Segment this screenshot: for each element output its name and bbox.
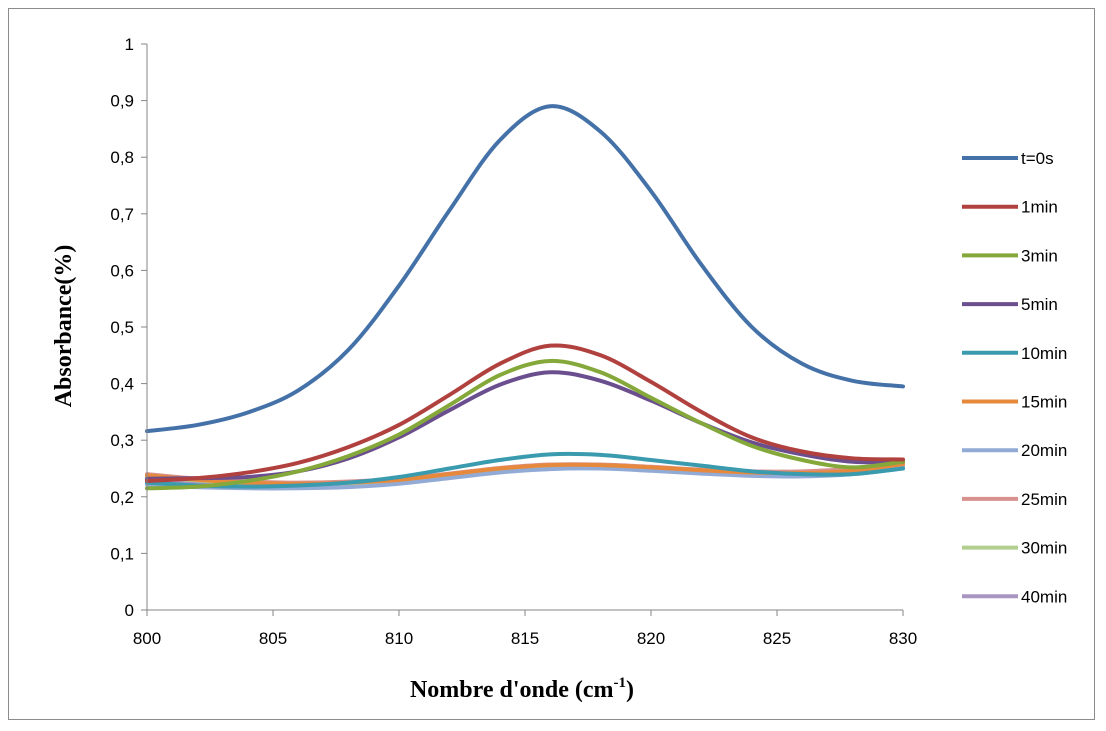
x-axis-title: Nombre d'onde (cm-1)	[410, 675, 634, 703]
x-axis-title-suffix: )	[626, 677, 634, 703]
y-tick-label: 0,7	[110, 205, 134, 224]
y-tick-label: 0,4	[110, 375, 134, 394]
x-tick-label: 800	[133, 629, 161, 648]
x-axis-title-main: Nombre d'onde (cm	[410, 677, 614, 703]
plot-lines	[145, 104, 905, 491]
series-line-1min	[145, 343, 905, 483]
y-tick-label: 0,2	[110, 488, 134, 507]
series-line-20min	[145, 466, 905, 491]
legend-label: 20min	[1021, 441, 1067, 460]
y-axis-title: Absorbance(%)	[51, 245, 77, 408]
series-line-3min	[145, 358, 905, 491]
x-tick-label: 815	[511, 629, 539, 648]
x-tick-label: 830	[889, 629, 917, 648]
y-tick-label: 0,8	[110, 148, 134, 167]
series-line-t-0s	[145, 104, 905, 434]
legend-label: 15min	[1021, 393, 1067, 412]
x-tick-label: 805	[259, 629, 287, 648]
y-tick-label: 0,3	[110, 431, 134, 450]
axes	[146, 44, 903, 611]
legend-label: 3min	[1021, 246, 1058, 265]
x-ticks: 800 805 810 815 820 825 830	[133, 610, 917, 648]
y-tick-label: 1	[125, 35, 134, 54]
series-line-5min	[145, 370, 905, 481]
y-tick-label: 0,1	[110, 544, 134, 563]
y-tick-label: 0,5	[110, 318, 134, 337]
x-tick-label: 820	[637, 629, 665, 648]
y-tick-label: 0,6	[110, 261, 134, 280]
legend-label: 1min	[1021, 198, 1058, 217]
legend-label: t=0s	[1021, 149, 1054, 168]
y-tick-label: 0	[125, 601, 134, 620]
legend-label: 5min	[1021, 295, 1058, 314]
legend-label: 40min	[1021, 587, 1067, 606]
chart-frame	[8, 8, 1095, 720]
x-tick-label: 825	[763, 629, 791, 648]
legend-label: 25min	[1021, 490, 1067, 509]
legend-label: 10min	[1021, 344, 1067, 363]
series-line-10min	[145, 451, 905, 489]
legend-label: 30min	[1021, 539, 1067, 558]
legend: t=0s 1min 3min 5min 10min 15min 20min 25min 30mi…	[962, 149, 1067, 606]
y-tick-label: 0,9	[110, 92, 134, 111]
y-ticks: 0 0,1 0,2 0,3 0,4 0,5 0,6 0,7 0,8 0,9 1	[110, 35, 147, 620]
x-axis-title-superscript: -1	[614, 675, 627, 691]
x-tick-label: 810	[385, 629, 413, 648]
